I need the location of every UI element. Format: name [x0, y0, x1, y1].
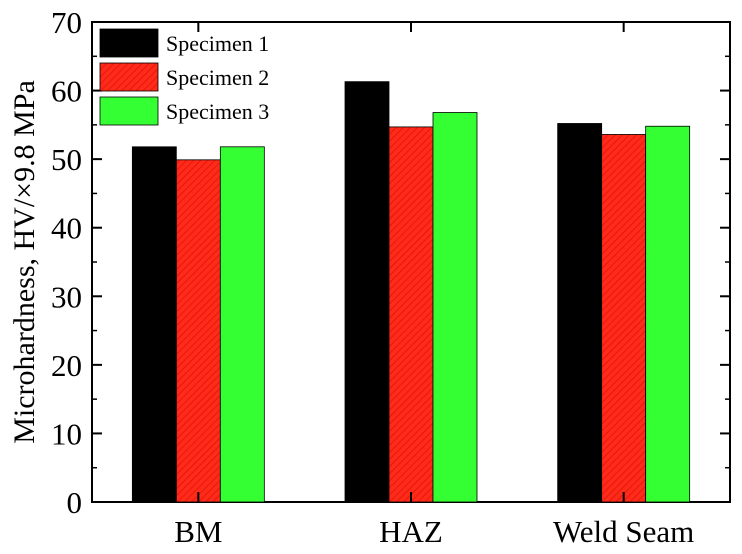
x-tick-label: BM	[174, 514, 222, 549]
legend-swatch-series-3	[99, 96, 159, 126]
bar-haz-series-2	[388, 126, 434, 503]
y-tick-label: 20	[51, 348, 82, 383]
legend-label-series-2: Specimen 2	[166, 65, 269, 90]
bar-haz-series-1	[344, 81, 390, 503]
legend-swatch-series-1	[99, 28, 159, 58]
bar-weld-seam-series-3	[645, 125, 691, 503]
y-axis: 0 10 20 30 40 50 60 70	[51, 5, 730, 520]
bar-weld-seam-series-2	[601, 134, 647, 503]
bar-weld-seam-series-1	[557, 123, 603, 503]
y-axis-title: Microhardness, HV/×9.8 MPa	[8, 80, 41, 444]
y-tick-label: 0	[67, 485, 83, 520]
bar-bm-series-1	[131, 146, 177, 503]
x-tick-label: Weld Seam	[553, 514, 694, 549]
y-tick-label: 60	[51, 74, 82, 109]
bar-bm-series-3	[219, 146, 265, 503]
legend-label-series-3: Specimen 3	[166, 99, 269, 124]
x-axis-labels: BM HAZ Weld Seam	[174, 22, 694, 549]
bar-bm-series-2	[175, 159, 221, 503]
y-tick-label: 50	[51, 142, 82, 177]
legend-swatch-series-2	[99, 62, 159, 92]
x-tick-label: HAZ	[379, 514, 443, 549]
bar-haz-series-3	[432, 112, 478, 503]
legend-label-series-1: Specimen 1	[166, 31, 269, 56]
y-tick-label: 30	[51, 279, 82, 314]
y-tick-label: 10	[51, 416, 82, 451]
y-tick-label: 70	[51, 5, 82, 40]
bars	[131, 81, 691, 503]
y-tick-label: 40	[51, 211, 82, 246]
legend: Specimen 1 Specimen 2 Specimen 3	[99, 28, 269, 126]
